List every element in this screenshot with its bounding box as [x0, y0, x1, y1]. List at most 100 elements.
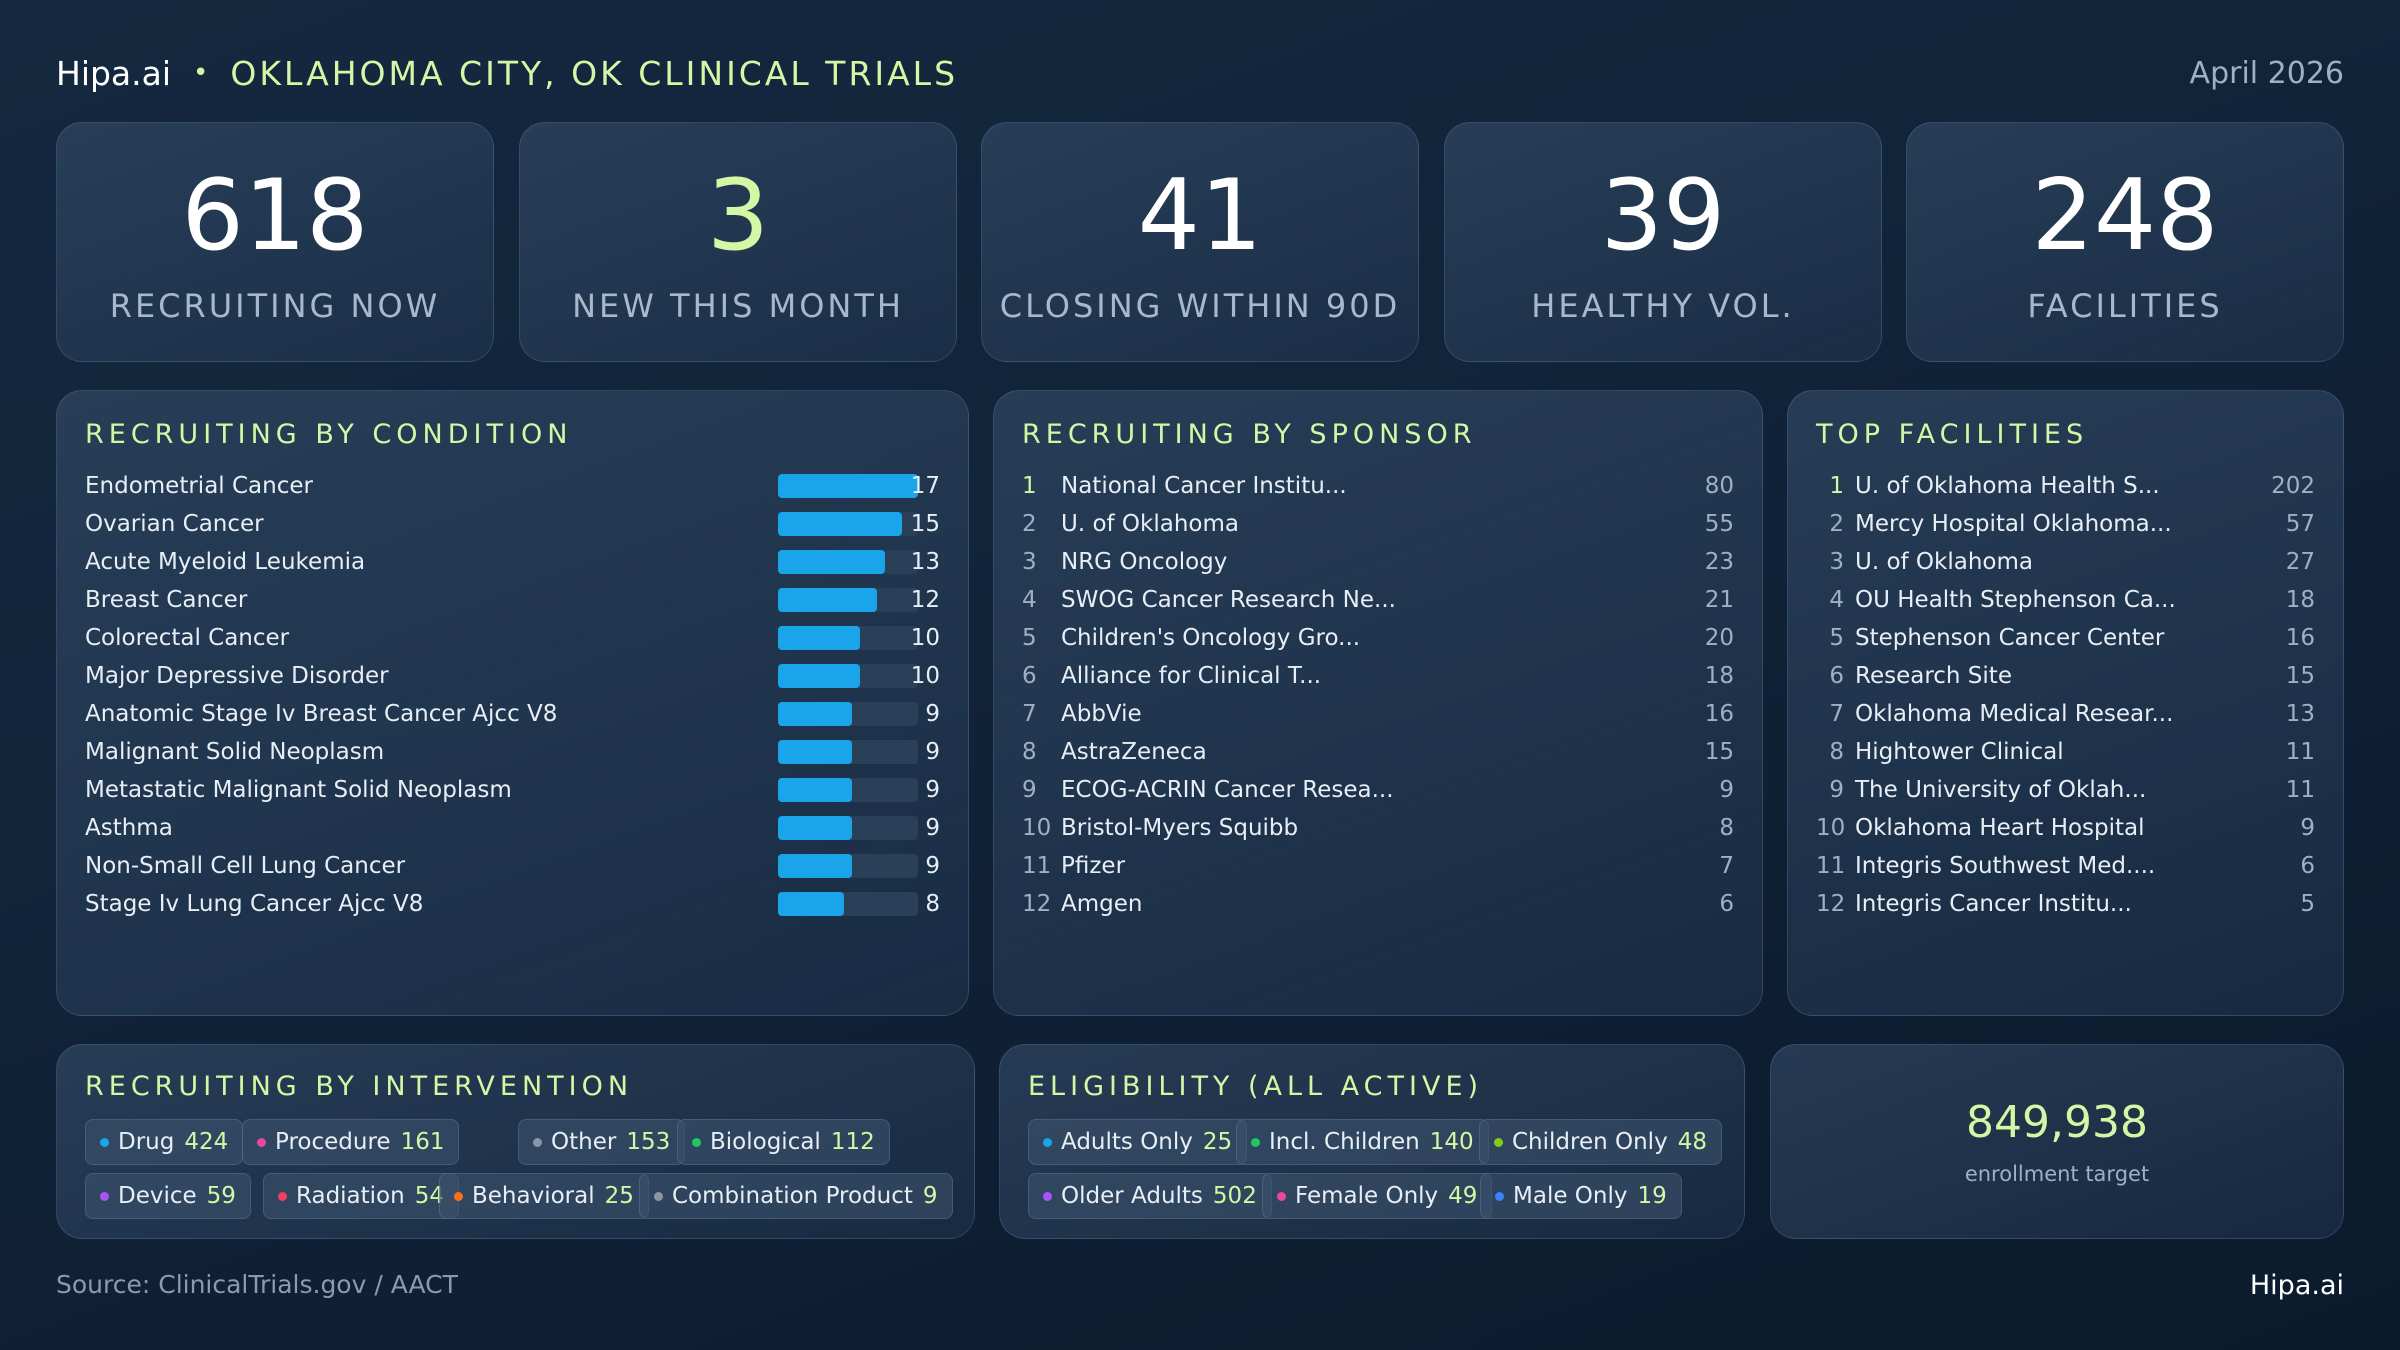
eligibility-pill[interactable]: Children Only 48	[1479, 1119, 1722, 1165]
facility-row[interactable]: 11 Integris Southwest Med.... 6	[1816, 847, 2315, 885]
enrollment-target-value: 849,938	[1966, 1097, 2148, 1148]
eligibility-pill[interactable]: Adults Only 25	[1028, 1119, 1248, 1165]
intervention-pill[interactable]: Other 153	[518, 1119, 686, 1165]
eligibility-pill[interactable]: Older Adults 502	[1028, 1173, 1272, 1219]
condition-row[interactable]: Malignant Solid Neoplasm 9	[85, 733, 940, 771]
facility-row[interactable]: 2 Mercy Hospital Oklahoma... 57	[1816, 505, 2315, 543]
brand-logo[interactable]: Hipa.ai	[56, 53, 172, 93]
intervention-pill-label: Behavioral	[472, 1183, 595, 1209]
sponsor-row[interactable]: 6 Alliance for Clinical T... 18	[1022, 657, 1734, 695]
rank-number: 3	[1022, 549, 1037, 575]
intervention-pill[interactable]: Procedure 161	[242, 1119, 460, 1165]
intervention-pill-value: 161	[400, 1129, 445, 1155]
condition-row[interactable]: Asthma 9	[85, 809, 940, 847]
facility-row[interactable]: 9 The University of Oklah... 11	[1816, 771, 2315, 809]
sponsor-row[interactable]: 1 National Cancer Institu... 80	[1022, 467, 1734, 505]
intervention-pill-value: 25	[604, 1183, 634, 1209]
condition-row[interactable]: Ovarian Cancer 15	[85, 505, 940, 543]
condition-bar-track	[778, 588, 918, 612]
rank-number: 5	[1022, 625, 1037, 651]
facility-row-label: Oklahoma Medical Resear...	[1855, 701, 2174, 727]
rank-number: 11	[1816, 853, 1846, 879]
condition-count: 17	[910, 473, 940, 499]
eligibility-pill[interactable]: Incl. Children 140	[1236, 1119, 1489, 1165]
rank-number: 10	[1022, 815, 1052, 841]
facility-row[interactable]: 4 OU Health Stephenson Ca... 18	[1816, 581, 2315, 619]
condition-row[interactable]: Breast Cancer 12	[85, 581, 940, 619]
condition-row[interactable]: Major Depressive Disorder 10	[85, 657, 940, 695]
rank-number: 12	[1022, 891, 1052, 917]
sponsor-row-count: 16	[1704, 701, 1734, 727]
condition-row[interactable]: Non-Small Cell Lung Cancer 9	[85, 847, 940, 885]
facility-row[interactable]: 10 Oklahoma Heart Hospital 9	[1816, 809, 2315, 847]
condition-row[interactable]: Acute Myeloid Leukemia 13	[85, 543, 940, 581]
rank-number: 4	[1022, 587, 1037, 613]
facility-row[interactable]: 12 Integris Cancer Institu... 5	[1816, 885, 2315, 923]
facility-row-count: 57	[2285, 511, 2315, 537]
kpi-value: 41	[1137, 159, 1263, 273]
enrollment-target-label: enrollment target	[1964, 1162, 2150, 1186]
eligibility-pill[interactable]: Female Only 49	[1262, 1173, 1493, 1219]
condition-row[interactable]: Stage Iv Lung Cancer Ajcc V8 8	[85, 885, 940, 923]
condition-row[interactable]: Metastatic Malignant Solid Neoplasm 9	[85, 771, 940, 809]
intervention-pill-dot-icon	[454, 1191, 463, 1201]
sponsor-row-label: Bristol-Myers Squibb	[1061, 815, 1299, 841]
eligibility-pill-value: 140	[1429, 1129, 1474, 1155]
intervention-pill[interactable]: Device 59	[85, 1173, 251, 1219]
condition-label: Ovarian Cancer	[85, 511, 264, 537]
sponsor-row-label: U. of Oklahoma	[1061, 511, 1239, 537]
sponsor-row[interactable]: 5 Children's Oncology Gro... 20	[1022, 619, 1734, 657]
condition-bar	[778, 702, 853, 726]
sponsor-row[interactable]: 8 AstraZeneca 15	[1022, 733, 1734, 771]
facility-row-count: 6	[2300, 853, 2315, 879]
sponsor-row-label: NRG Oncology	[1061, 549, 1228, 575]
sponsor-row[interactable]: 7 AbbVie 16	[1022, 695, 1734, 733]
facility-row[interactable]: 8 Hightower Clinical 11	[1816, 733, 2315, 771]
sponsor-row[interactable]: 4 SWOG Cancer Research Ne... 21	[1022, 581, 1734, 619]
sponsor-row[interactable]: 12 Amgen 6	[1022, 885, 1734, 923]
facility-row[interactable]: 6 Research Site 15	[1816, 657, 2315, 695]
eligibility-pill-label: Children Only	[1512, 1129, 1668, 1155]
sponsor-row[interactable]: 10 Bristol-Myers Squibb 8	[1022, 809, 1734, 847]
facilities-panel-title: TOP FACILITIES	[1816, 419, 2089, 450]
intervention-pill[interactable]: Biological 112	[677, 1119, 890, 1165]
facility-row-count: 13	[2285, 701, 2315, 727]
condition-count: 9	[925, 739, 940, 765]
condition-row[interactable]: Endometrial Cancer 17	[85, 467, 940, 505]
kpi-card-healthy-vol: 39 HEALTHY VOL.	[1444, 122, 1882, 362]
source-note: Source: ClinicalTrials.gov / AACT	[56, 1270, 458, 1299]
condition-row[interactable]: Colorectal Cancer 10	[85, 619, 940, 657]
condition-bar-track	[778, 474, 918, 498]
eligibility-pill[interactable]: Male Only 19	[1480, 1173, 1682, 1219]
facilities-list: 1 U. of Oklahoma Health S... 202 2 Mercy Hos…	[1816, 467, 2315, 967]
rank-number: 3	[1829, 549, 1844, 575]
sponsor-row[interactable]: 2 U. of Oklahoma 55	[1022, 505, 1734, 543]
sponsor-row[interactable]: 11 Pfizer 7	[1022, 847, 1734, 885]
facility-row[interactable]: 7 Oklahoma Medical Resear... 13	[1816, 695, 2315, 733]
condition-row[interactable]: Anatomic Stage Iv Breast Cancer Ajcc V8 9	[85, 695, 940, 733]
facility-row[interactable]: 5 Stephenson Cancer Center 16	[1816, 619, 2315, 657]
intervention-pill[interactable]: Drug 424	[85, 1119, 244, 1165]
condition-bar	[778, 816, 853, 840]
sponsor-row-count: 9	[1719, 777, 1734, 803]
condition-bar-track	[778, 512, 918, 536]
sponsor-row[interactable]: 3 NRG Oncology 23	[1022, 543, 1734, 581]
intervention-pill[interactable]: Radiation 54	[263, 1173, 459, 1219]
eligibility-pill-dot-icon	[1495, 1191, 1504, 1201]
sponsor-row[interactable]: 9 ECOG-ACRIN Cancer Resea... 9	[1022, 771, 1734, 809]
facility-row[interactable]: 1 U. of Oklahoma Health S... 202	[1816, 467, 2315, 505]
kpi-value: 248	[2031, 159, 2219, 273]
rank-number: 8	[1022, 739, 1037, 765]
condition-bar-track	[778, 816, 918, 840]
intervention-pill[interactable]: Behavioral 25	[439, 1173, 649, 1219]
facility-row[interactable]: 3 U. of Oklahoma 27	[1816, 543, 2315, 581]
intervention-pill-dot-icon	[533, 1137, 542, 1147]
footer-brand[interactable]: Hipa.ai	[2249, 1270, 2344, 1301]
intervention-pill[interactable]: Combination Product 9	[639, 1173, 953, 1219]
eligibility-pill-label: Older Adults	[1061, 1183, 1203, 1209]
condition-label: Endometrial Cancer	[85, 473, 313, 499]
intervention-pill-label: Procedure	[275, 1129, 391, 1155]
sponsor-panel: RECRUITING BY SPONSOR 1 National Cancer I…	[993, 390, 1763, 1016]
sponsor-row-count: 21	[1704, 587, 1734, 613]
intervention-pill-dot-icon	[692, 1137, 701, 1147]
